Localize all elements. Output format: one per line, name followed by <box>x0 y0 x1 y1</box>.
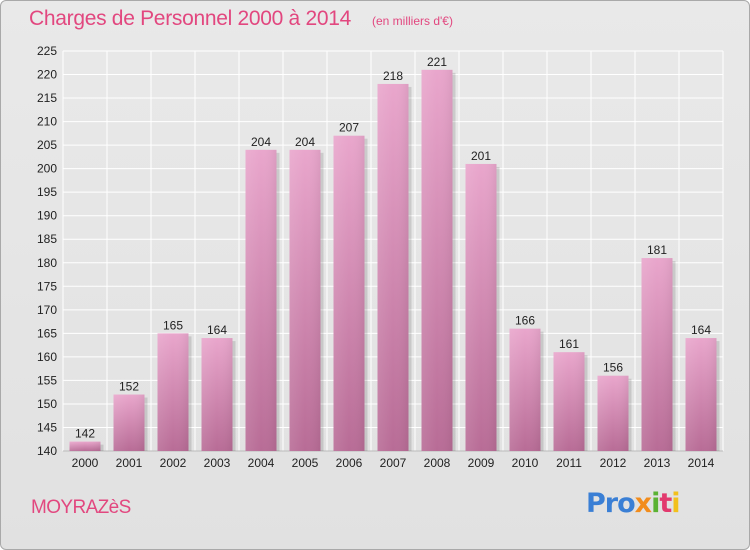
y-tick-label: 175 <box>37 279 57 293</box>
x-tick-label-2000: 2000 <box>72 456 99 470</box>
x-tick-label-2003: 2003 <box>204 456 231 470</box>
data-label-2008: 221 <box>427 55 447 69</box>
bar-shine <box>201 338 233 451</box>
x-tick-label-2005: 2005 <box>292 456 319 470</box>
x-tick-label-2012: 2012 <box>600 456 627 470</box>
y-tick-label: 220 <box>37 68 57 82</box>
y-tick-label: 205 <box>37 138 57 152</box>
y-tick-label: 215 <box>37 91 57 105</box>
proxiti-logo[interactable]: Proxiti <box>586 488 681 519</box>
bar-shine <box>553 352 585 451</box>
y-tick-label: 210 <box>37 115 57 129</box>
data-label-2007: 218 <box>383 69 403 83</box>
bar-shine <box>641 258 673 451</box>
chart-subtitle: (en milliers d'€) <box>372 14 453 28</box>
commune-name: MOYRAZèS <box>31 497 131 518</box>
x-tick-label-2001: 2001 <box>116 456 143 470</box>
data-label-2002: 165 <box>163 318 183 332</box>
bar-shine <box>245 149 277 451</box>
x-tick-label-2013: 2013 <box>644 456 671 470</box>
x-tick-label-2007: 2007 <box>380 456 407 470</box>
bar-shine <box>377 83 409 452</box>
logo-part-2: x <box>634 488 652 519</box>
bar-shine <box>113 394 145 451</box>
y-tick-label: 180 <box>37 256 57 270</box>
x-tick-label-2002: 2002 <box>160 456 187 470</box>
data-label-2004: 204 <box>251 135 271 149</box>
logo-part-1: Pro <box>586 488 636 519</box>
y-tick-label: 195 <box>37 185 57 199</box>
x-tick-label-2004: 2004 <box>248 456 275 470</box>
bar-shine <box>597 375 629 451</box>
logo-part-3: i <box>651 488 660 519</box>
data-label-2010: 166 <box>515 314 535 328</box>
data-label-2009: 201 <box>471 149 491 163</box>
data-label-2006: 207 <box>339 121 359 135</box>
y-tick-label: 170 <box>37 303 57 317</box>
y-tick-label: 160 <box>37 350 57 364</box>
bar-shine <box>685 338 717 451</box>
bars <box>69 69 720 452</box>
bar-shine <box>333 135 365 452</box>
x-tick-label-2010: 2010 <box>512 456 539 470</box>
logo-part-5: i <box>671 488 680 519</box>
y-tick-label: 225 <box>37 44 57 58</box>
bar-shine <box>157 333 189 451</box>
bar-shine <box>509 328 541 451</box>
bar-shine <box>69 441 101 451</box>
x-tick-label-2008: 2008 <box>424 456 451 470</box>
data-label-2001: 152 <box>119 380 139 394</box>
x-tick-label-2014: 2014 <box>688 456 715 470</box>
data-label-2003: 164 <box>207 323 227 337</box>
data-label-2005: 204 <box>295 135 315 149</box>
y-tick-label: 140 <box>37 444 57 458</box>
data-label-2012: 156 <box>603 361 623 375</box>
data-label-2014: 164 <box>691 323 711 337</box>
y-tick-label: 185 <box>37 232 57 246</box>
x-tick-label-2006: 2006 <box>336 456 363 470</box>
y-tick-label: 150 <box>37 397 57 411</box>
y-tick-label: 145 <box>37 420 57 434</box>
bar-shine <box>289 149 321 451</box>
y-tick-label: 200 <box>37 162 57 176</box>
data-label-2013: 181 <box>647 243 667 257</box>
y-tick-label: 165 <box>37 326 57 340</box>
x-tick-label-2009: 2009 <box>468 456 495 470</box>
y-tick-label: 155 <box>37 373 57 387</box>
labels: 1401451501551601651701751801851901952002… <box>37 44 715 470</box>
data-label-2000: 142 <box>75 427 95 441</box>
data-label-2011: 161 <box>559 337 579 351</box>
x-tick-label-2011: 2011 <box>556 456 582 470</box>
logo-part-4: t <box>659 488 672 519</box>
bar-shine <box>465 163 497 452</box>
chart-title: Charges de Personnel 2000 à 2014 <box>29 7 351 30</box>
y-tick-label: 190 <box>37 209 57 223</box>
bar-shine <box>421 69 453 451</box>
